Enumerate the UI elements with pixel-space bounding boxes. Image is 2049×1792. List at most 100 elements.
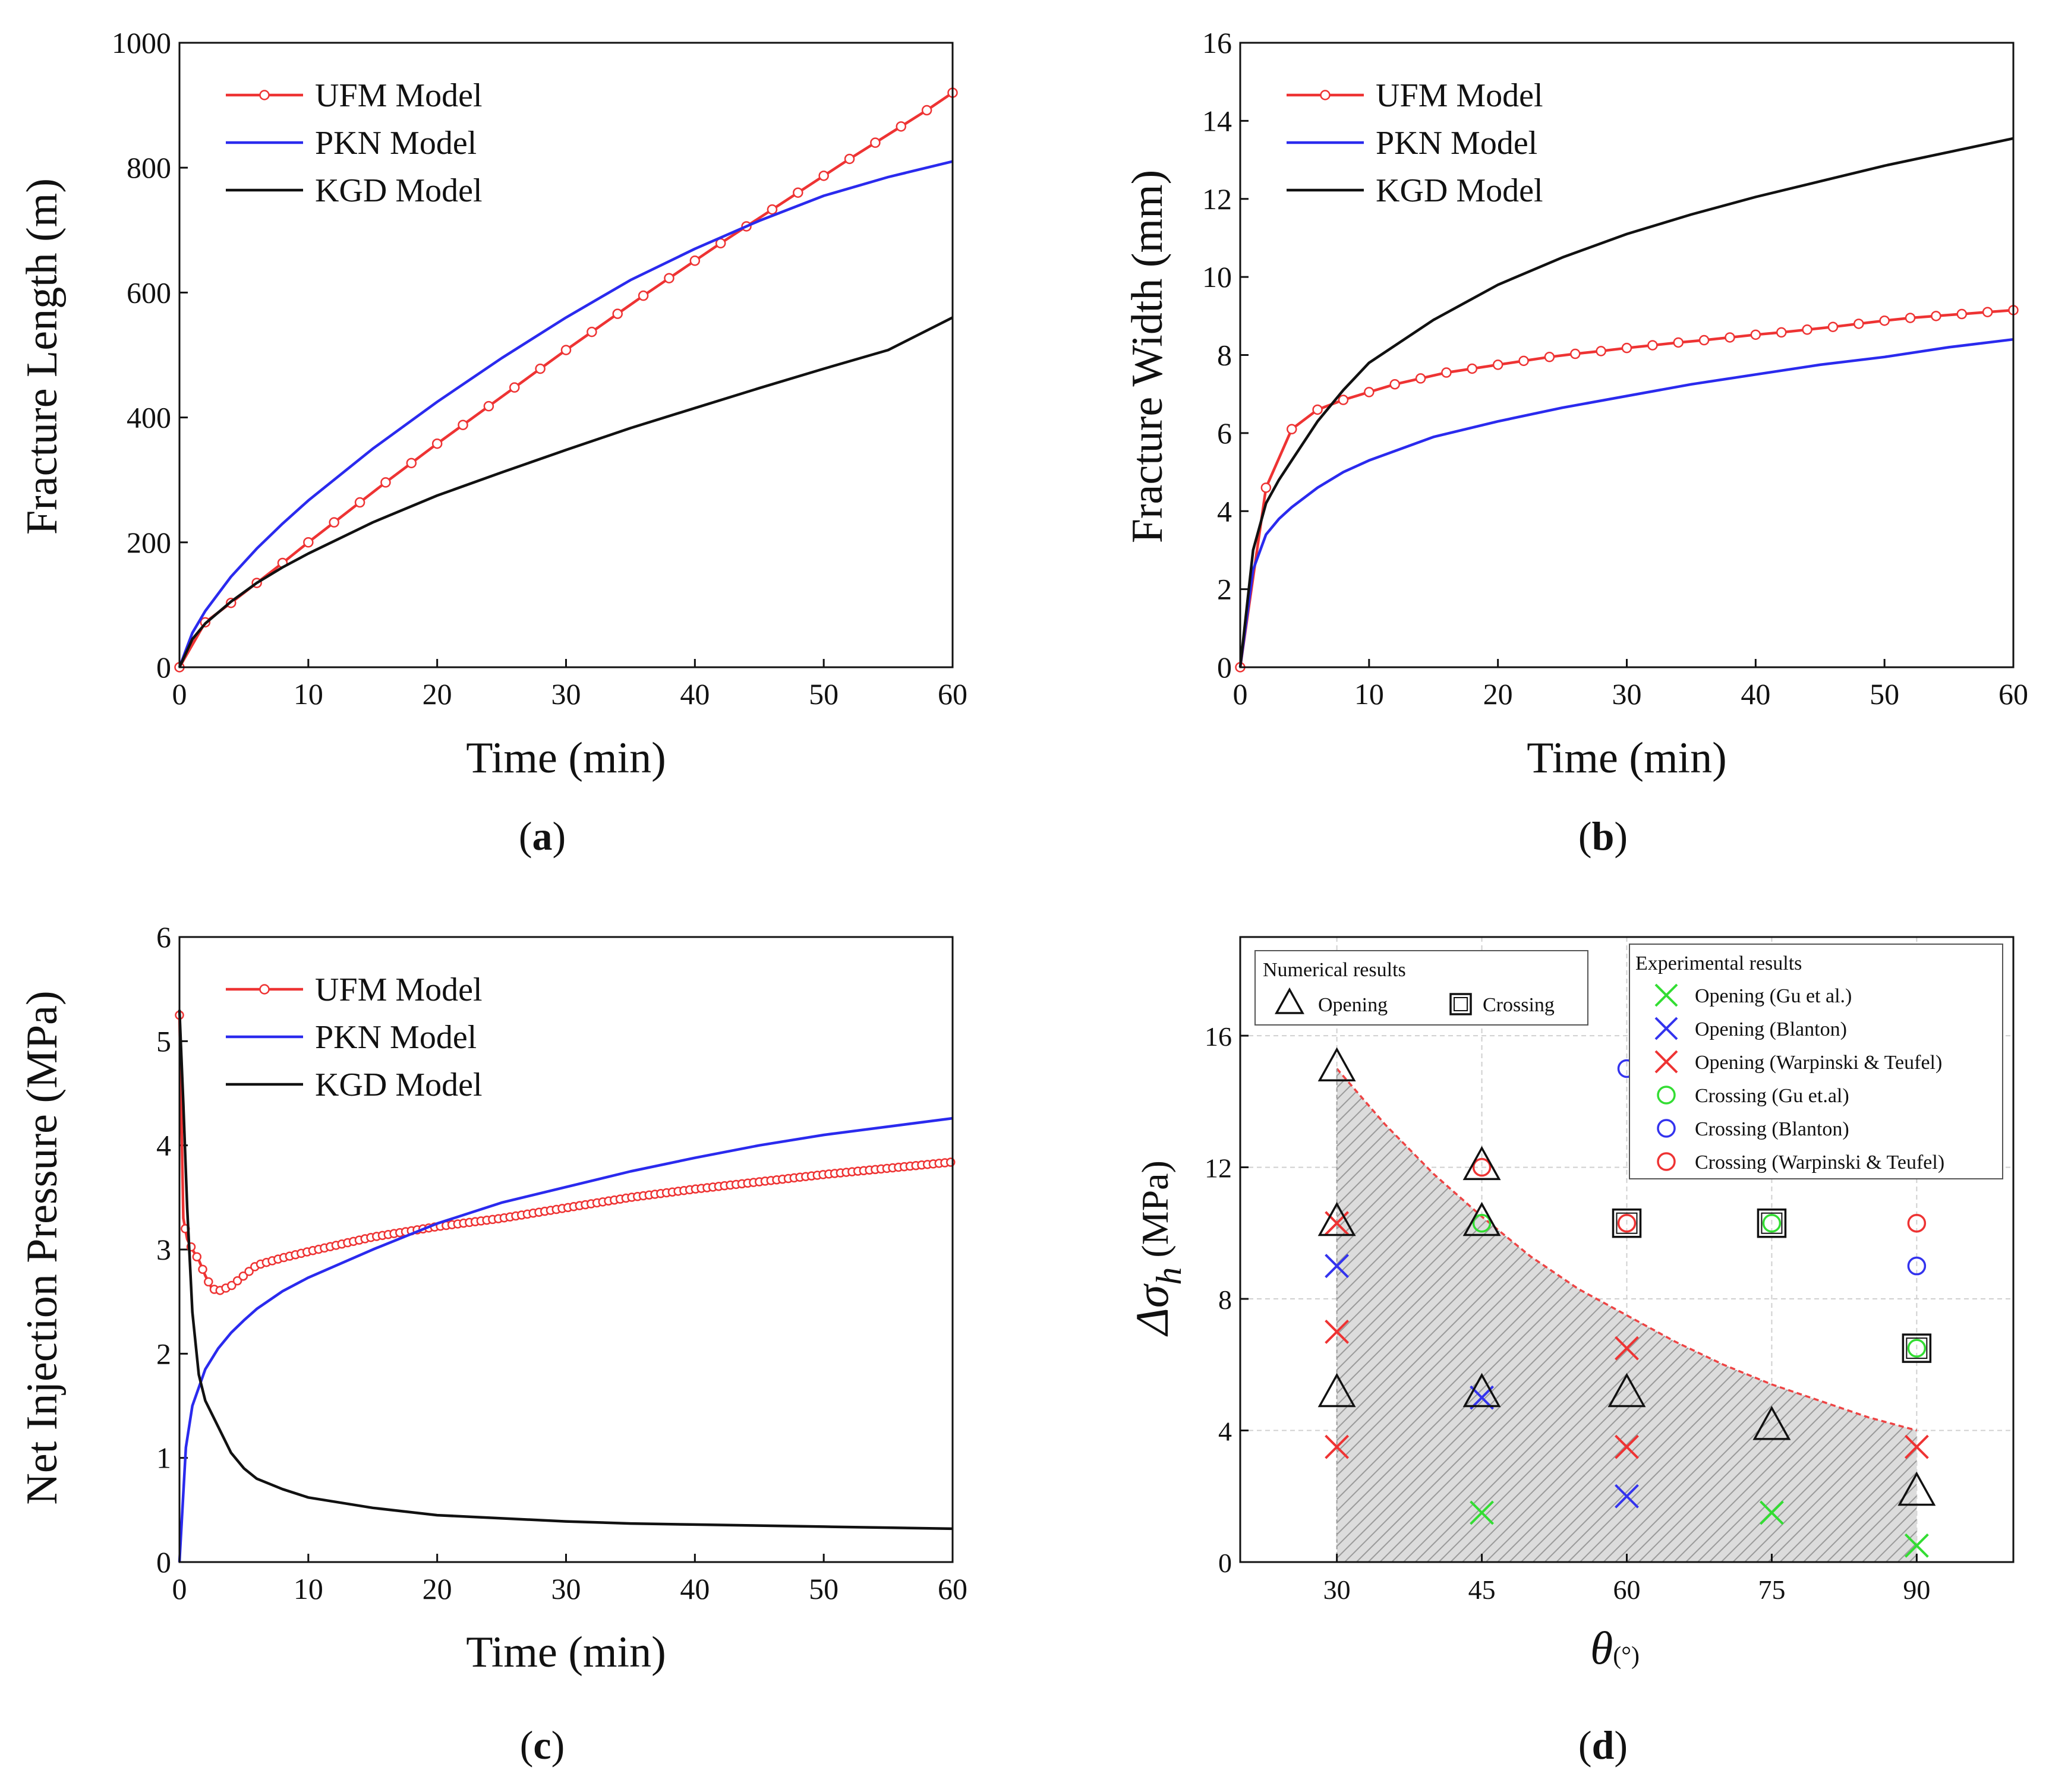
data-point xyxy=(664,273,674,283)
x-tick-label: 10 xyxy=(294,677,323,711)
data-point xyxy=(921,105,932,116)
data-point xyxy=(818,171,829,181)
y-axis-label: Net Injection Pressure (MPa) xyxy=(18,990,67,1504)
y-tick-label: 0 xyxy=(1217,651,1232,684)
series-kgd-model: KGD Model xyxy=(178,172,954,668)
x-tick-label: 0 xyxy=(1233,677,1248,711)
circle-marker xyxy=(1907,1339,1927,1358)
data-point xyxy=(896,121,907,132)
data-point xyxy=(1312,404,1323,415)
data-point xyxy=(198,1264,207,1274)
x-tick-label: 60 xyxy=(1613,1575,1641,1605)
y-axis-label: Fracture Length (m) xyxy=(18,178,67,535)
panel-d-frame xyxy=(1239,936,2015,1563)
x-tick-label: 10 xyxy=(1354,677,1384,711)
y-tick-label: 0 xyxy=(156,651,171,684)
legend-label: Crossing (Warpinski & Teufel) xyxy=(1695,1151,1944,1173)
panel-c-axes: 0 10 20 30 40 50 60 0 1 2 3 4 5 6 xyxy=(156,920,967,1605)
panel-label-c: (c) xyxy=(520,1722,565,1768)
series-line xyxy=(178,316,954,668)
data-point xyxy=(244,1267,254,1276)
x-marker xyxy=(1325,1320,1350,1344)
x-tick-label: 20 xyxy=(423,677,452,711)
x-marker xyxy=(1615,1484,1639,1509)
data-point xyxy=(329,517,339,528)
data-point xyxy=(1364,387,1375,397)
triangle-marker xyxy=(1897,1471,1936,1506)
legend-label: Opening (Blanton) xyxy=(1695,1018,1847,1040)
x-marker xyxy=(1904,1533,1929,1558)
square-marker xyxy=(1757,1208,1787,1238)
numerical-points xyxy=(1317,1047,1936,1506)
triangle-marker xyxy=(1462,1201,1501,1236)
square-marker xyxy=(1612,1208,1642,1238)
legend-label: Opening xyxy=(1318,994,1388,1016)
panel-d-axes: 30 45 60 75 90 0 4 8 12 16 xyxy=(1205,1021,1930,1605)
y-tick-label: 6 xyxy=(1217,417,1232,450)
y-tick-label: 200 xyxy=(127,526,171,559)
x-tick-label: 30 xyxy=(551,1572,581,1605)
data-point xyxy=(1776,327,1787,338)
y-tick-label: 4 xyxy=(1218,1416,1232,1447)
y-tick-label: 1 xyxy=(156,1441,171,1475)
data-point xyxy=(1905,313,1916,323)
x-tick-label: 0 xyxy=(172,677,187,711)
x-axis-label: Time (min) xyxy=(1527,734,1726,783)
square-marker-inner xyxy=(1906,1337,1928,1359)
square-marker-inner xyxy=(1616,1212,1638,1234)
circle-marker xyxy=(1617,1213,1637,1233)
experimental-points xyxy=(1325,1059,1929,1558)
data-point xyxy=(1853,318,1864,329)
legend-label: UFM Model xyxy=(315,77,483,114)
data-point xyxy=(1596,346,1606,356)
circle-marker xyxy=(1657,1119,1676,1138)
y-tick-label: 14 xyxy=(1202,104,1232,137)
series-pkn-model: PKN Model xyxy=(178,125,953,668)
legend-box xyxy=(1254,950,1588,1026)
panel-label-a: (a) xyxy=(519,813,566,859)
data-point xyxy=(1389,379,1400,390)
legend-label: KGD Model xyxy=(315,1067,483,1103)
y-tick-label: 5 xyxy=(156,1024,171,1058)
x-axis-label: Time (min) xyxy=(466,1628,666,1677)
legend-label: Crossing (Blanton) xyxy=(1695,1118,1849,1140)
series-ufm-model: UFM Model xyxy=(1235,77,2019,673)
triangle-marker xyxy=(1462,1373,1501,1408)
boundary-curve xyxy=(1336,1068,1917,1432)
y-tick-label: 0 xyxy=(156,1545,171,1579)
series-line xyxy=(178,1116,953,1563)
y-tick-label: 2 xyxy=(1217,573,1232,606)
x-tick-label: 45 xyxy=(1468,1575,1496,1605)
series-pkn-model: PKN Model xyxy=(1238,125,2014,668)
data-point xyxy=(303,537,314,548)
legend-label: Opening (Gu et al.) xyxy=(1695,985,1852,1007)
data-point xyxy=(458,419,468,430)
square-marker xyxy=(1902,1333,1932,1363)
x-tick-label: 60 xyxy=(938,677,967,711)
x-tick-label: 20 xyxy=(423,1572,452,1605)
data-point xyxy=(1621,342,1632,354)
y-tick-label: 12 xyxy=(1205,1153,1232,1184)
data-point xyxy=(689,255,701,266)
triangle-marker xyxy=(1462,1146,1501,1181)
y-tick-label: 4 xyxy=(1217,494,1232,528)
panel-c-frame xyxy=(178,936,954,1563)
legend-marker xyxy=(1320,90,1331,100)
circle-marker xyxy=(1657,1152,1676,1171)
triangle-marker xyxy=(1317,1373,1356,1408)
legend-label: PKN Model xyxy=(315,1019,477,1056)
legend-title: Experimental results xyxy=(1635,952,1802,974)
x-tick-label: 75 xyxy=(1758,1575,1785,1605)
circle-marker xyxy=(1472,1157,1492,1177)
circle-marker xyxy=(1907,1256,1927,1276)
data-point xyxy=(1982,307,1993,317)
circle-marker xyxy=(1657,1086,1676,1105)
panel-a-frame xyxy=(178,42,954,668)
data-point xyxy=(232,1276,242,1286)
data-point xyxy=(1467,363,1478,374)
x-tick-label: 30 xyxy=(551,677,581,711)
x-marker xyxy=(1654,983,1678,1007)
triangle-marker xyxy=(1275,987,1304,1014)
